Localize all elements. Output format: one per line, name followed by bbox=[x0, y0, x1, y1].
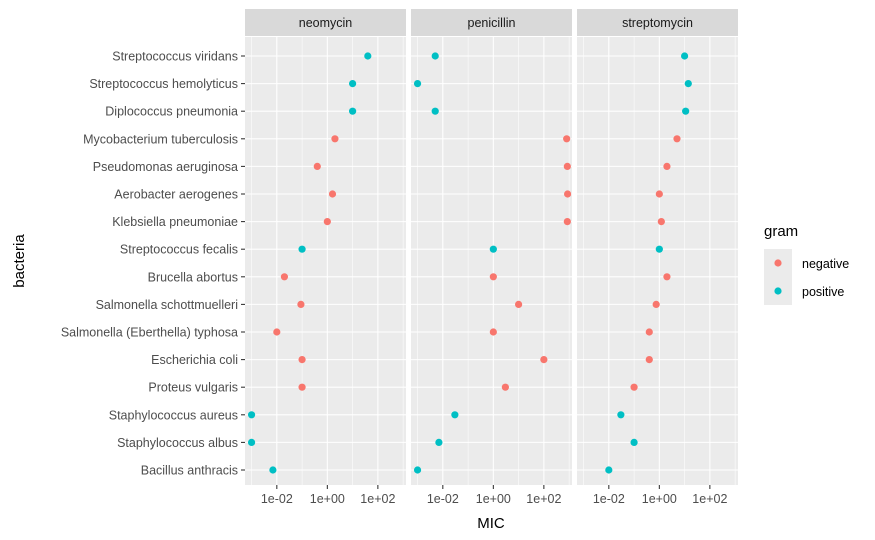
data-point bbox=[328, 190, 337, 198]
data-point bbox=[280, 273, 289, 281]
data-point bbox=[617, 411, 625, 419]
y-tick-label: Staphylococcus albus bbox=[117, 436, 238, 450]
data-point bbox=[645, 328, 653, 336]
data-point bbox=[663, 273, 671, 281]
data-point bbox=[501, 383, 509, 391]
legend: gram negative positive bbox=[764, 223, 849, 305]
data-point bbox=[413, 466, 422, 474]
y-tick-label: Bacillus anthracis bbox=[141, 464, 238, 478]
y-tick-label: Salmonella (Eberthella) typhosa bbox=[61, 326, 238, 340]
x-tick-label: 1e+00 bbox=[476, 492, 511, 506]
y-tick-label: Staphylococcus aureus bbox=[109, 408, 238, 422]
y-tick-label: Streptococcus hemolyticus bbox=[89, 77, 238, 91]
data-point bbox=[269, 466, 277, 474]
facet-panel-penicillin: penicillin 1e-02 1e+00 1e+02 bbox=[411, 9, 572, 506]
data-point bbox=[247, 411, 256, 419]
y-tick-label: Klebsiella pneumoniae bbox=[112, 215, 238, 229]
data-point bbox=[682, 107, 690, 115]
x-tick-label: 1e+02 bbox=[360, 492, 395, 506]
y-tick-label: Salmonella schottmuelleri bbox=[96, 298, 238, 312]
data-point bbox=[349, 80, 357, 88]
data-point bbox=[515, 300, 523, 308]
y-tick-label: Streptococcus viridans bbox=[112, 50, 238, 64]
strip-label: penicillin bbox=[468, 16, 516, 30]
data-point bbox=[540, 356, 548, 364]
panel-background bbox=[411, 37, 572, 485]
data-point bbox=[652, 300, 660, 308]
x-axis-title: MIC bbox=[477, 515, 505, 532]
data-point bbox=[313, 162, 321, 170]
x-tick-label: 1e-02 bbox=[427, 492, 459, 506]
data-point bbox=[364, 52, 372, 60]
legend-swatch bbox=[774, 287, 782, 295]
strip-background bbox=[411, 9, 572, 36]
strip-background bbox=[245, 9, 406, 36]
data-point bbox=[298, 356, 306, 364]
strip-label: streptomycin bbox=[622, 16, 693, 30]
y-tick-labels: Streptococcus viridans Streptococcus hemo… bbox=[61, 50, 245, 478]
x-tick-label: 1e+02 bbox=[692, 492, 727, 506]
panel-background bbox=[245, 37, 406, 485]
data-point bbox=[663, 162, 671, 170]
data-point bbox=[630, 383, 638, 391]
legend-title: gram bbox=[764, 223, 798, 240]
data-point bbox=[563, 135, 571, 143]
y-tick-label: Mycobacterium tuberculosis bbox=[83, 132, 238, 146]
data-point bbox=[331, 135, 339, 143]
data-point bbox=[657, 218, 665, 226]
data-point bbox=[489, 245, 497, 253]
facet-panels: neomycin 1e-02 1e+00 1e+02 penicillin 1e-02 1e… bbox=[245, 9, 738, 506]
data-point bbox=[645, 356, 653, 364]
x-tick-label: 1e-02 bbox=[261, 492, 293, 506]
data-point bbox=[489, 328, 497, 336]
legend-entry-negative: negative bbox=[764, 249, 849, 277]
data-point bbox=[435, 438, 443, 446]
data-point bbox=[273, 328, 281, 336]
facet-panel-streptomycin: streptomycin 1e-02 1e+00 1e+02 bbox=[577, 9, 738, 506]
y-tick-label: Proteus vulgaris bbox=[148, 381, 238, 395]
data-point bbox=[349, 107, 357, 115]
x-tick-label: 1e+00 bbox=[310, 492, 345, 506]
data-point bbox=[673, 135, 681, 143]
data-point bbox=[431, 107, 439, 115]
data-point bbox=[298, 245, 306, 253]
facet-panel-neomycin: neomycin 1e-02 1e+00 1e+02 bbox=[245, 9, 406, 506]
strip-background bbox=[577, 9, 738, 36]
y-tick-label: Diplococcus pneumonia bbox=[105, 105, 238, 119]
x-tick-label: 1e+00 bbox=[642, 492, 677, 506]
legend-label: positive bbox=[802, 285, 844, 299]
data-point bbox=[563, 190, 572, 198]
y-tick-label: Escherichia coli bbox=[151, 353, 238, 367]
y-axis-title: bacteria bbox=[11, 234, 28, 288]
data-point bbox=[489, 273, 497, 281]
data-point bbox=[298, 383, 306, 391]
legend-label: negative bbox=[802, 257, 849, 271]
data-point bbox=[451, 411, 459, 419]
data-point bbox=[297, 300, 305, 308]
strip-label: neomycin bbox=[299, 16, 353, 30]
data-point bbox=[605, 466, 613, 474]
y-tick-label: Aerobacter aerogenes bbox=[114, 188, 238, 202]
y-tick-label: Brucella abortus bbox=[148, 270, 238, 284]
panel-background bbox=[577, 37, 738, 485]
data-point bbox=[630, 438, 638, 446]
data-point bbox=[681, 52, 689, 60]
data-point bbox=[655, 245, 663, 253]
data-point bbox=[323, 218, 331, 226]
x-tick-label: 1e+02 bbox=[526, 492, 561, 506]
y-tick-label: Streptococcus fecalis bbox=[120, 243, 238, 257]
x-tick-label: 1e-02 bbox=[593, 492, 625, 506]
data-point bbox=[684, 80, 692, 88]
data-point bbox=[413, 80, 422, 88]
y-tick-label: Pseudomonas aeruginosa bbox=[93, 160, 238, 174]
legend-entry-positive: positive bbox=[764, 277, 844, 305]
data-point bbox=[247, 438, 256, 446]
data-point bbox=[563, 218, 571, 226]
data-point bbox=[655, 190, 663, 198]
legend-swatch bbox=[774, 259, 782, 267]
data-point bbox=[563, 162, 571, 170]
data-point bbox=[431, 52, 439, 60]
